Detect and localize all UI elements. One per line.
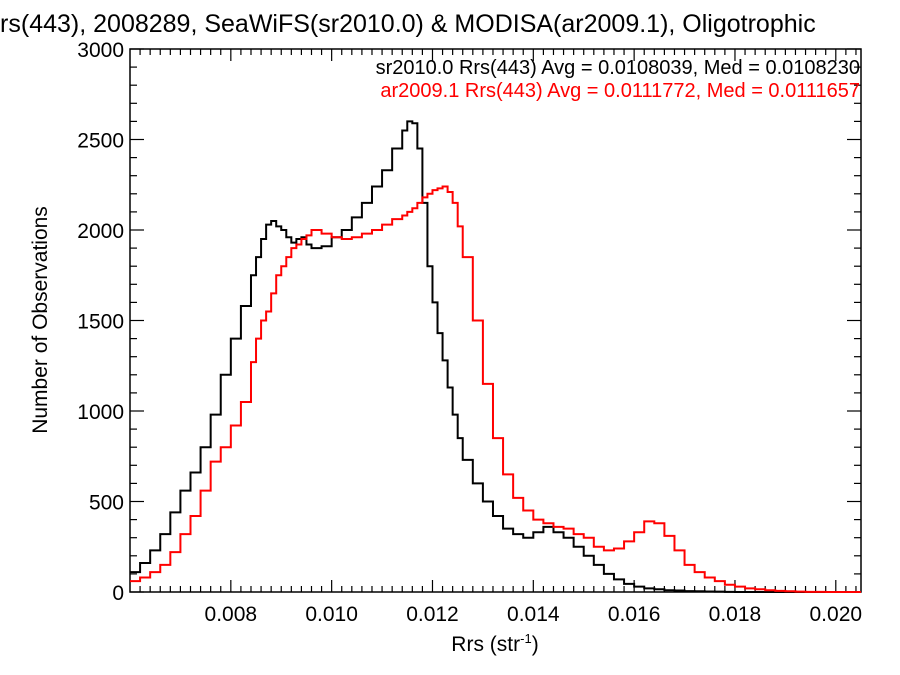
x-tick-label: 0.014	[507, 603, 560, 626]
y-tick-label: 500	[89, 492, 124, 515]
plot-frame	[129, 48, 862, 593]
x-tick-labels: 0.008 0.010 0.012 0.014 0.016 0.018 0.020	[205, 603, 863, 626]
y-tick-label: 2000	[77, 220, 124, 243]
y-ticks	[130, 48, 861, 593]
y-tick-label: 1000	[77, 401, 124, 424]
legend-entry-series-2: ar2009.1 Rrs(443) Avg = 0.0111772, Med =…	[380, 80, 860, 102]
x-tick-label: 0.008	[205, 603, 258, 626]
x-axis-label-text: Rrs (str	[451, 633, 520, 656]
series-line-2	[130, 185, 861, 593]
x-tick-label: 0.018	[709, 603, 762, 626]
x-axis-label-close: )	[532, 633, 539, 656]
x-ticks	[139, 49, 857, 592]
x-tick-label: 0.012	[406, 603, 459, 626]
series-group	[130, 120, 861, 593]
y-tick-label: 3000	[77, 39, 124, 62]
y-tick-label: 1500	[77, 311, 124, 334]
x-tick-label: 0.010	[305, 603, 358, 626]
y-tick-label: 2500	[77, 130, 124, 153]
x-tick-label: 0.020	[810, 603, 863, 626]
y-axis-label: Number of Observations	[29, 206, 52, 434]
x-axis-label: Rrs (str-1)	[451, 631, 538, 656]
y-tick-label: 0	[112, 582, 124, 605]
y-tick-labels: 0 500 1000 1500 2000 2500 3000	[77, 39, 124, 605]
series-line-1	[130, 120, 861, 593]
x-tick-label: 0.016	[608, 603, 661, 626]
chart-title: Rrs(443), 2008289, SeaWiFS(sr2010.0) & M…	[0, 10, 816, 38]
x-axis-label-exponent: -1	[520, 631, 532, 646]
legend-entry-series-1: sr2010.0 Rrs(443) Avg = 0.0108039, Med =…	[376, 57, 860, 79]
